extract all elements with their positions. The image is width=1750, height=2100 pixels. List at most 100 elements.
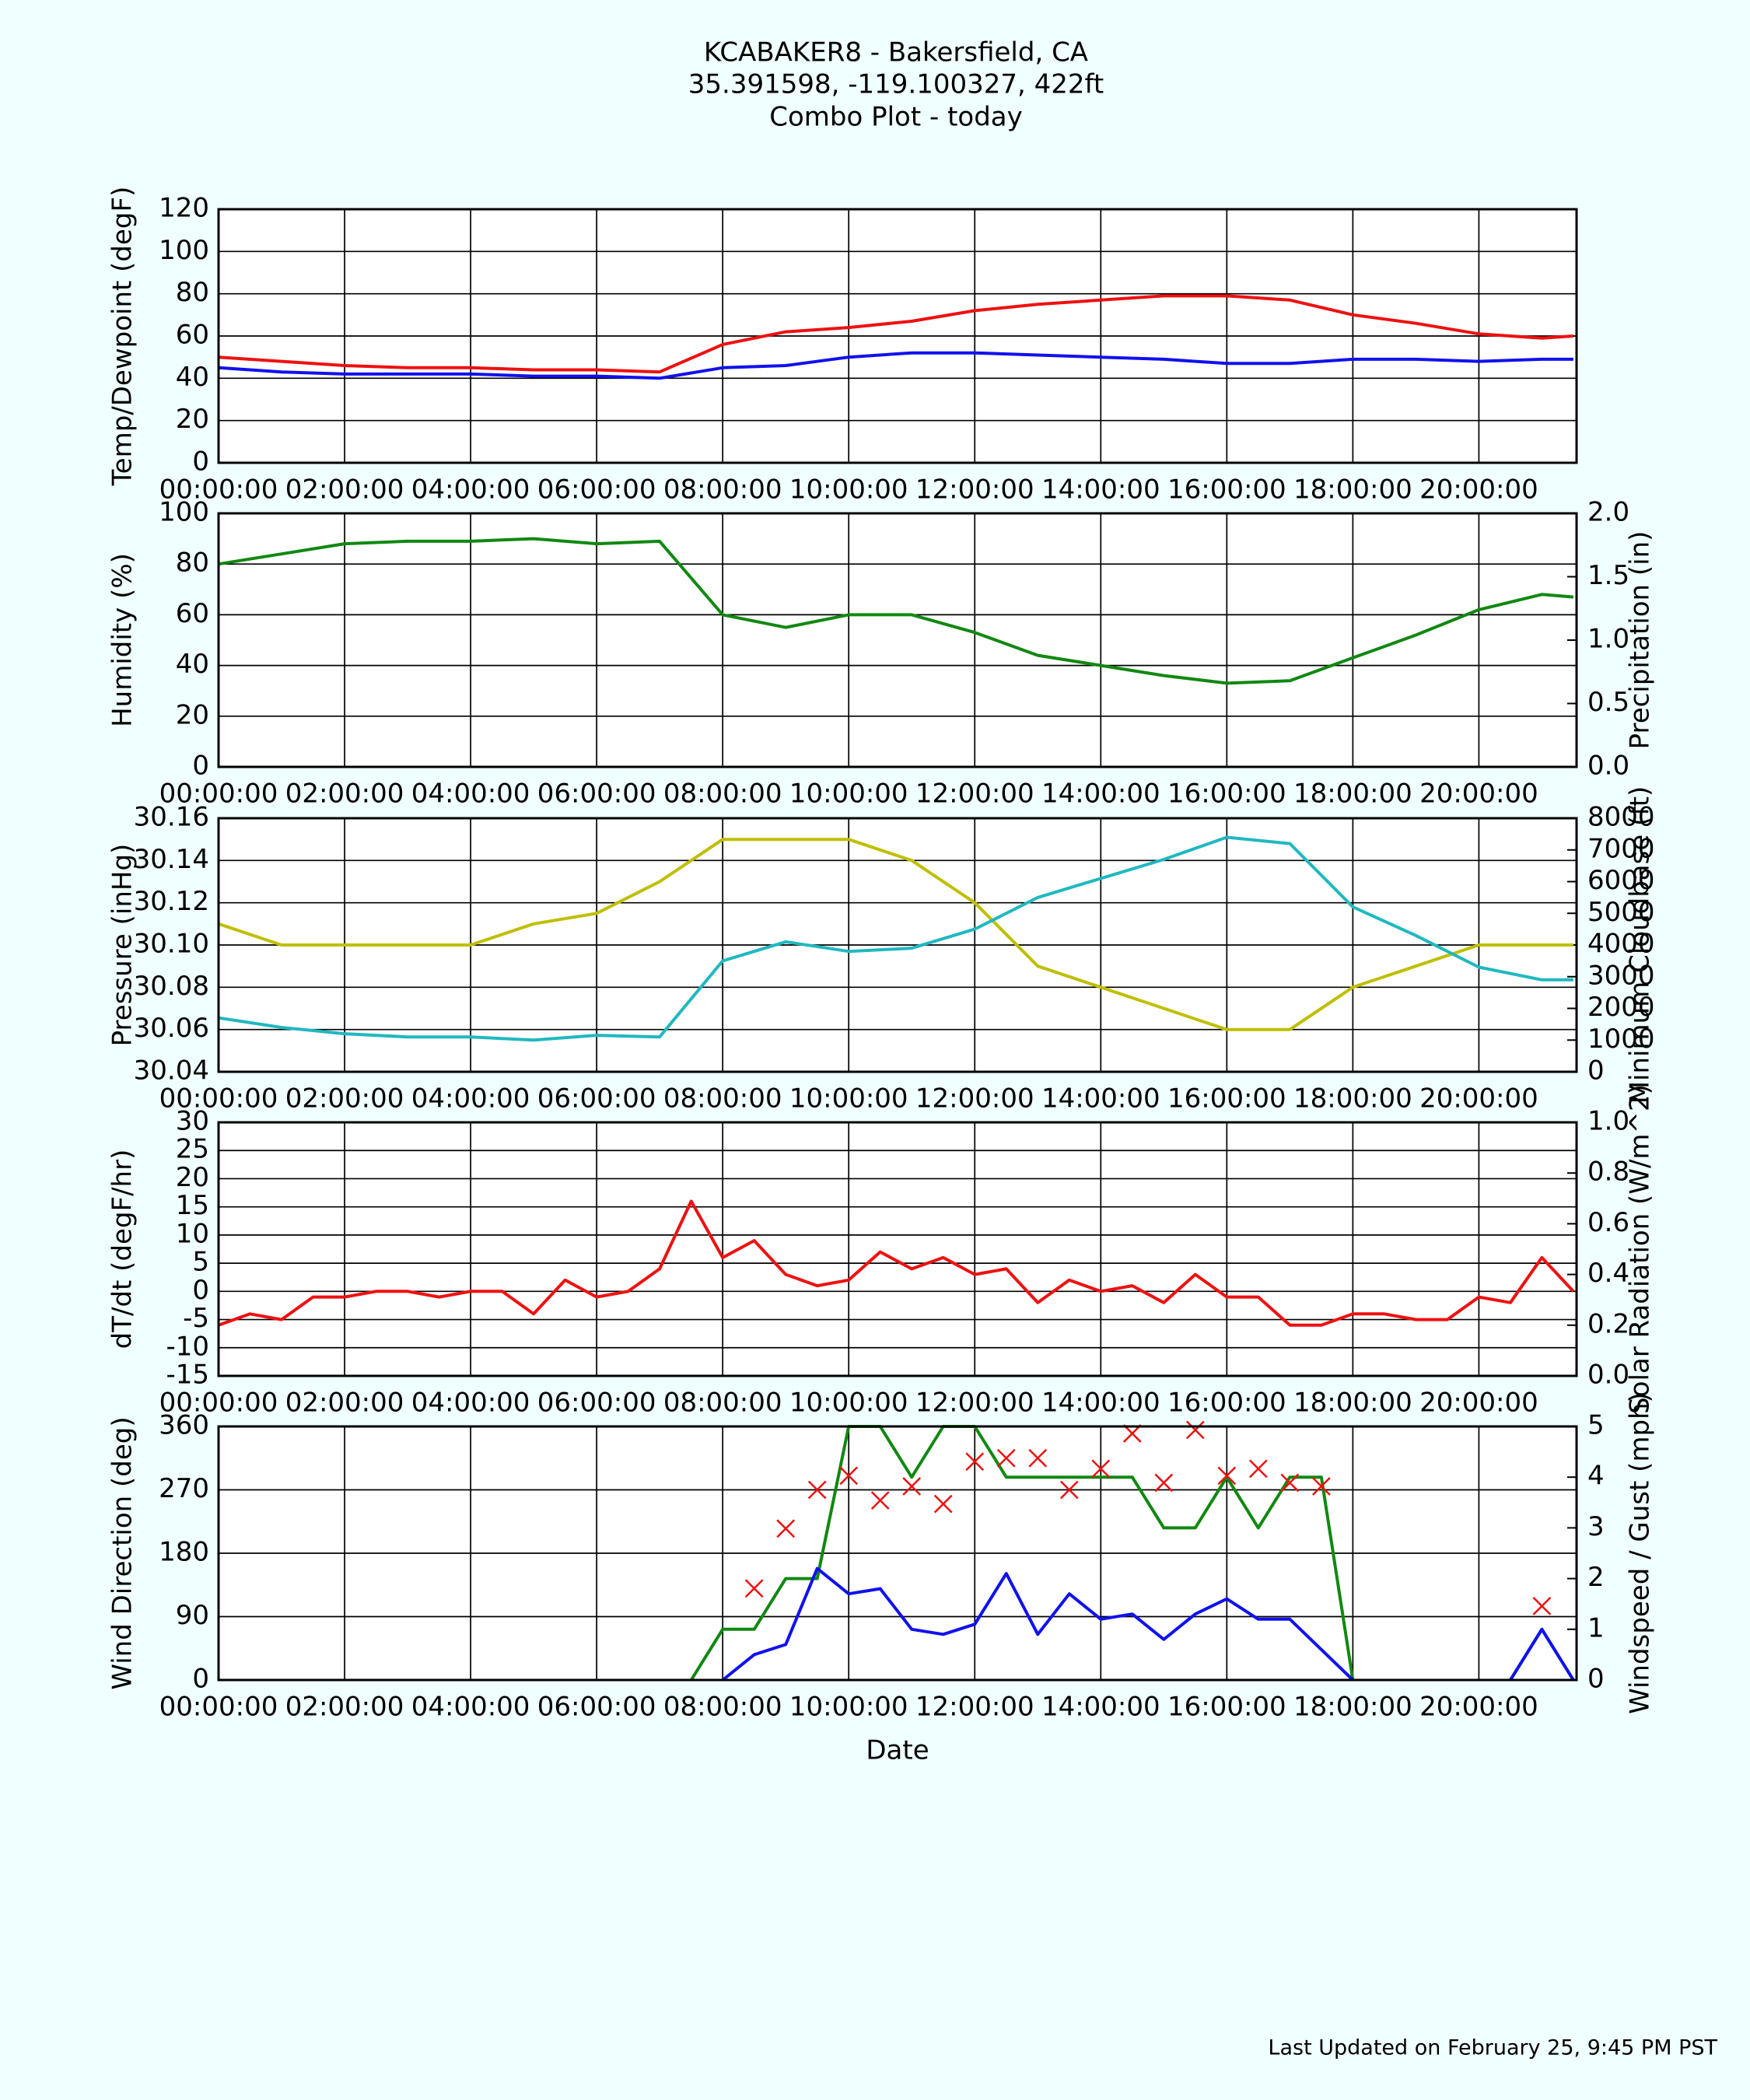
- y-tick-label: 60: [176, 598, 209, 629]
- x-tick-label: 16:00:00: [1167, 1388, 1286, 1419]
- x-tick-label: 08:00:00: [663, 474, 782, 506]
- y2-tick-label: 0.6: [1587, 1207, 1629, 1238]
- x-tick-label: 06:00:00: [537, 1692, 656, 1723]
- x-tick-label: 18:00:00: [1293, 779, 1412, 810]
- y2-tick-label: 1: [1587, 1612, 1605, 1643]
- y-tick-label: 30: [176, 1106, 209, 1137]
- x-tick-label: 16:00:00: [1167, 779, 1286, 810]
- y2-tick-label: 3000: [1587, 960, 1655, 991]
- y2-tick-label: 7000: [1587, 833, 1655, 864]
- data-point: [996, 1448, 1016, 1468]
- data-point: [1059, 1480, 1079, 1500]
- x-tick-label: 10:00:00: [789, 779, 908, 810]
- data-point: [1311, 1477, 1331, 1496]
- y2-axis-label: Precipitation (in): [1625, 531, 1656, 750]
- y-tick-label: 0: [192, 1664, 209, 1695]
- y2-tick-label: 0: [1587, 1055, 1605, 1087]
- x-tick-label: 14:00:00: [1041, 1388, 1160, 1419]
- title-line: 35.391598, -119.100327, 422ft: [688, 69, 1104, 100]
- x-tick-label: 20:00:00: [1419, 1692, 1538, 1723]
- y-tick-label: 100: [159, 497, 209, 528]
- title-line: KCABAKER8 - Bakersfield, CA: [704, 37, 1088, 68]
- data-point: [1185, 1420, 1205, 1440]
- y-tick-label: 180: [159, 1537, 209, 1568]
- y2-tick-label: 2.0: [1587, 497, 1629, 528]
- x-tick-label: 10:00:00: [789, 1388, 908, 1419]
- x-tick-label: 12:00:00: [915, 779, 1034, 810]
- title-line: Combo Plot - today: [769, 102, 1023, 133]
- y-tick-label: 15: [176, 1190, 209, 1221]
- x-tick-label: 00:00:00: [159, 1083, 278, 1115]
- footer: Last Updated on February 25, 9:45 PM PST: [1268, 2036, 1717, 2060]
- y2-tick-label: 0.8: [1587, 1157, 1629, 1188]
- plot-frame: [217, 1425, 1578, 1682]
- x-tick-label: 20:00:00: [1419, 779, 1538, 810]
- y-tick-label: 0: [192, 1275, 209, 1306]
- plot-area: [219, 1122, 1577, 1376]
- data-point: [933, 1494, 953, 1514]
- x-tick-label: 04:00:00: [411, 1692, 530, 1723]
- y-axis-label: Humidity (%): [107, 553, 138, 727]
- x-tick-label: 00:00:00: [159, 779, 278, 810]
- data-point: [776, 1519, 796, 1538]
- x-tick-label: 00:00:00: [159, 1388, 278, 1419]
- y-tick-label: 40: [176, 362, 209, 393]
- x-tick-label: 08:00:00: [663, 779, 782, 810]
- data-line: [218, 294, 1574, 374]
- x-tick-label: 16:00:00: [1167, 1083, 1286, 1115]
- x-tick-label: 08:00:00: [663, 1388, 782, 1419]
- y-tick-label: 60: [176, 320, 209, 351]
- data-line: [218, 835, 1573, 1042]
- y2-tick-label: 0.4: [1587, 1258, 1629, 1289]
- x-tick-label: 12:00:00: [915, 1388, 1034, 1419]
- y2-tick-label: 1.5: [1587, 560, 1629, 591]
- y-axis-label: dT/dt (degF/hr): [107, 1150, 138, 1349]
- y-tick-label: 20: [176, 1162, 209, 1193]
- y2-axis-label: Windspeed / Gust (mph): [1625, 1392, 1656, 1714]
- x-tick-label: 16:00:00: [1167, 1692, 1286, 1723]
- y-axis-label: Pressure (inHg): [107, 844, 138, 1047]
- y2-tick-label: 8000: [1587, 802, 1655, 833]
- x-tick-label: 02:00:00: [285, 1083, 404, 1115]
- y-tick-label: -10: [166, 1331, 209, 1362]
- x-tick-label: 14:00:00: [1041, 779, 1160, 810]
- x-tick-label: 18:00:00: [1293, 1692, 1412, 1723]
- y2-tick-label: 5: [1587, 1410, 1605, 1441]
- data-point: [1248, 1459, 1268, 1479]
- x-tick-label: 02:00:00: [285, 1388, 404, 1419]
- x-tick-label: 20:00:00: [1419, 1083, 1538, 1115]
- plot-frame: [217, 208, 1578, 464]
- y-tick-label: 30.10: [134, 929, 209, 960]
- x-tick-label: 08:00:00: [663, 1692, 782, 1723]
- data-point: [1122, 1424, 1142, 1443]
- y-axis-label: Wind Direction (deg): [107, 1416, 138, 1689]
- plot-area: [219, 513, 1577, 767]
- x-tick-label: 02:00:00: [285, 1692, 404, 1723]
- x-tick-label: 08:00:00: [663, 1083, 782, 1115]
- y2-tick-label: 2: [1587, 1562, 1605, 1593]
- y-tick-label: 100: [159, 235, 209, 266]
- x-tick-label: 12:00:00: [915, 1083, 1034, 1115]
- x-tick-label: 18:00:00: [1293, 474, 1412, 506]
- y2-axis-label: Solar Radiation (W/m^2): [1625, 1084, 1656, 1414]
- y2-tick-label: 5000: [1587, 897, 1655, 928]
- y2-tick-label: 0: [1587, 1664, 1605, 1695]
- x-tick-label: 16:00:00: [1167, 474, 1286, 506]
- y2-tick-label: 0.5: [1587, 687, 1629, 718]
- y2-tick-label: 1.0: [1587, 624, 1629, 655]
- x-tick-label: 18:00:00: [1293, 1388, 1412, 1419]
- y-tick-label: 10: [176, 1218, 209, 1249]
- data-point: [1091, 1459, 1111, 1479]
- y2-axis-label: Minimum Cloudbase (ft): [1625, 786, 1656, 1104]
- y-tick-label: 360: [159, 1410, 209, 1441]
- data-line: [218, 351, 1573, 380]
- y2-tick-label: 1000: [1587, 1024, 1655, 1055]
- y-tick-label: 20: [176, 404, 209, 435]
- x-tick-label: 10:00:00: [789, 1083, 908, 1115]
- y-tick-label: 30.06: [134, 1013, 209, 1044]
- y-axis-label: Temp/Dewpoint (degF): [107, 187, 138, 487]
- y2-tick-label: 6000: [1587, 865, 1655, 896]
- x-tick-label: 04:00:00: [411, 474, 530, 506]
- x-tick-label: 14:00:00: [1041, 1083, 1160, 1115]
